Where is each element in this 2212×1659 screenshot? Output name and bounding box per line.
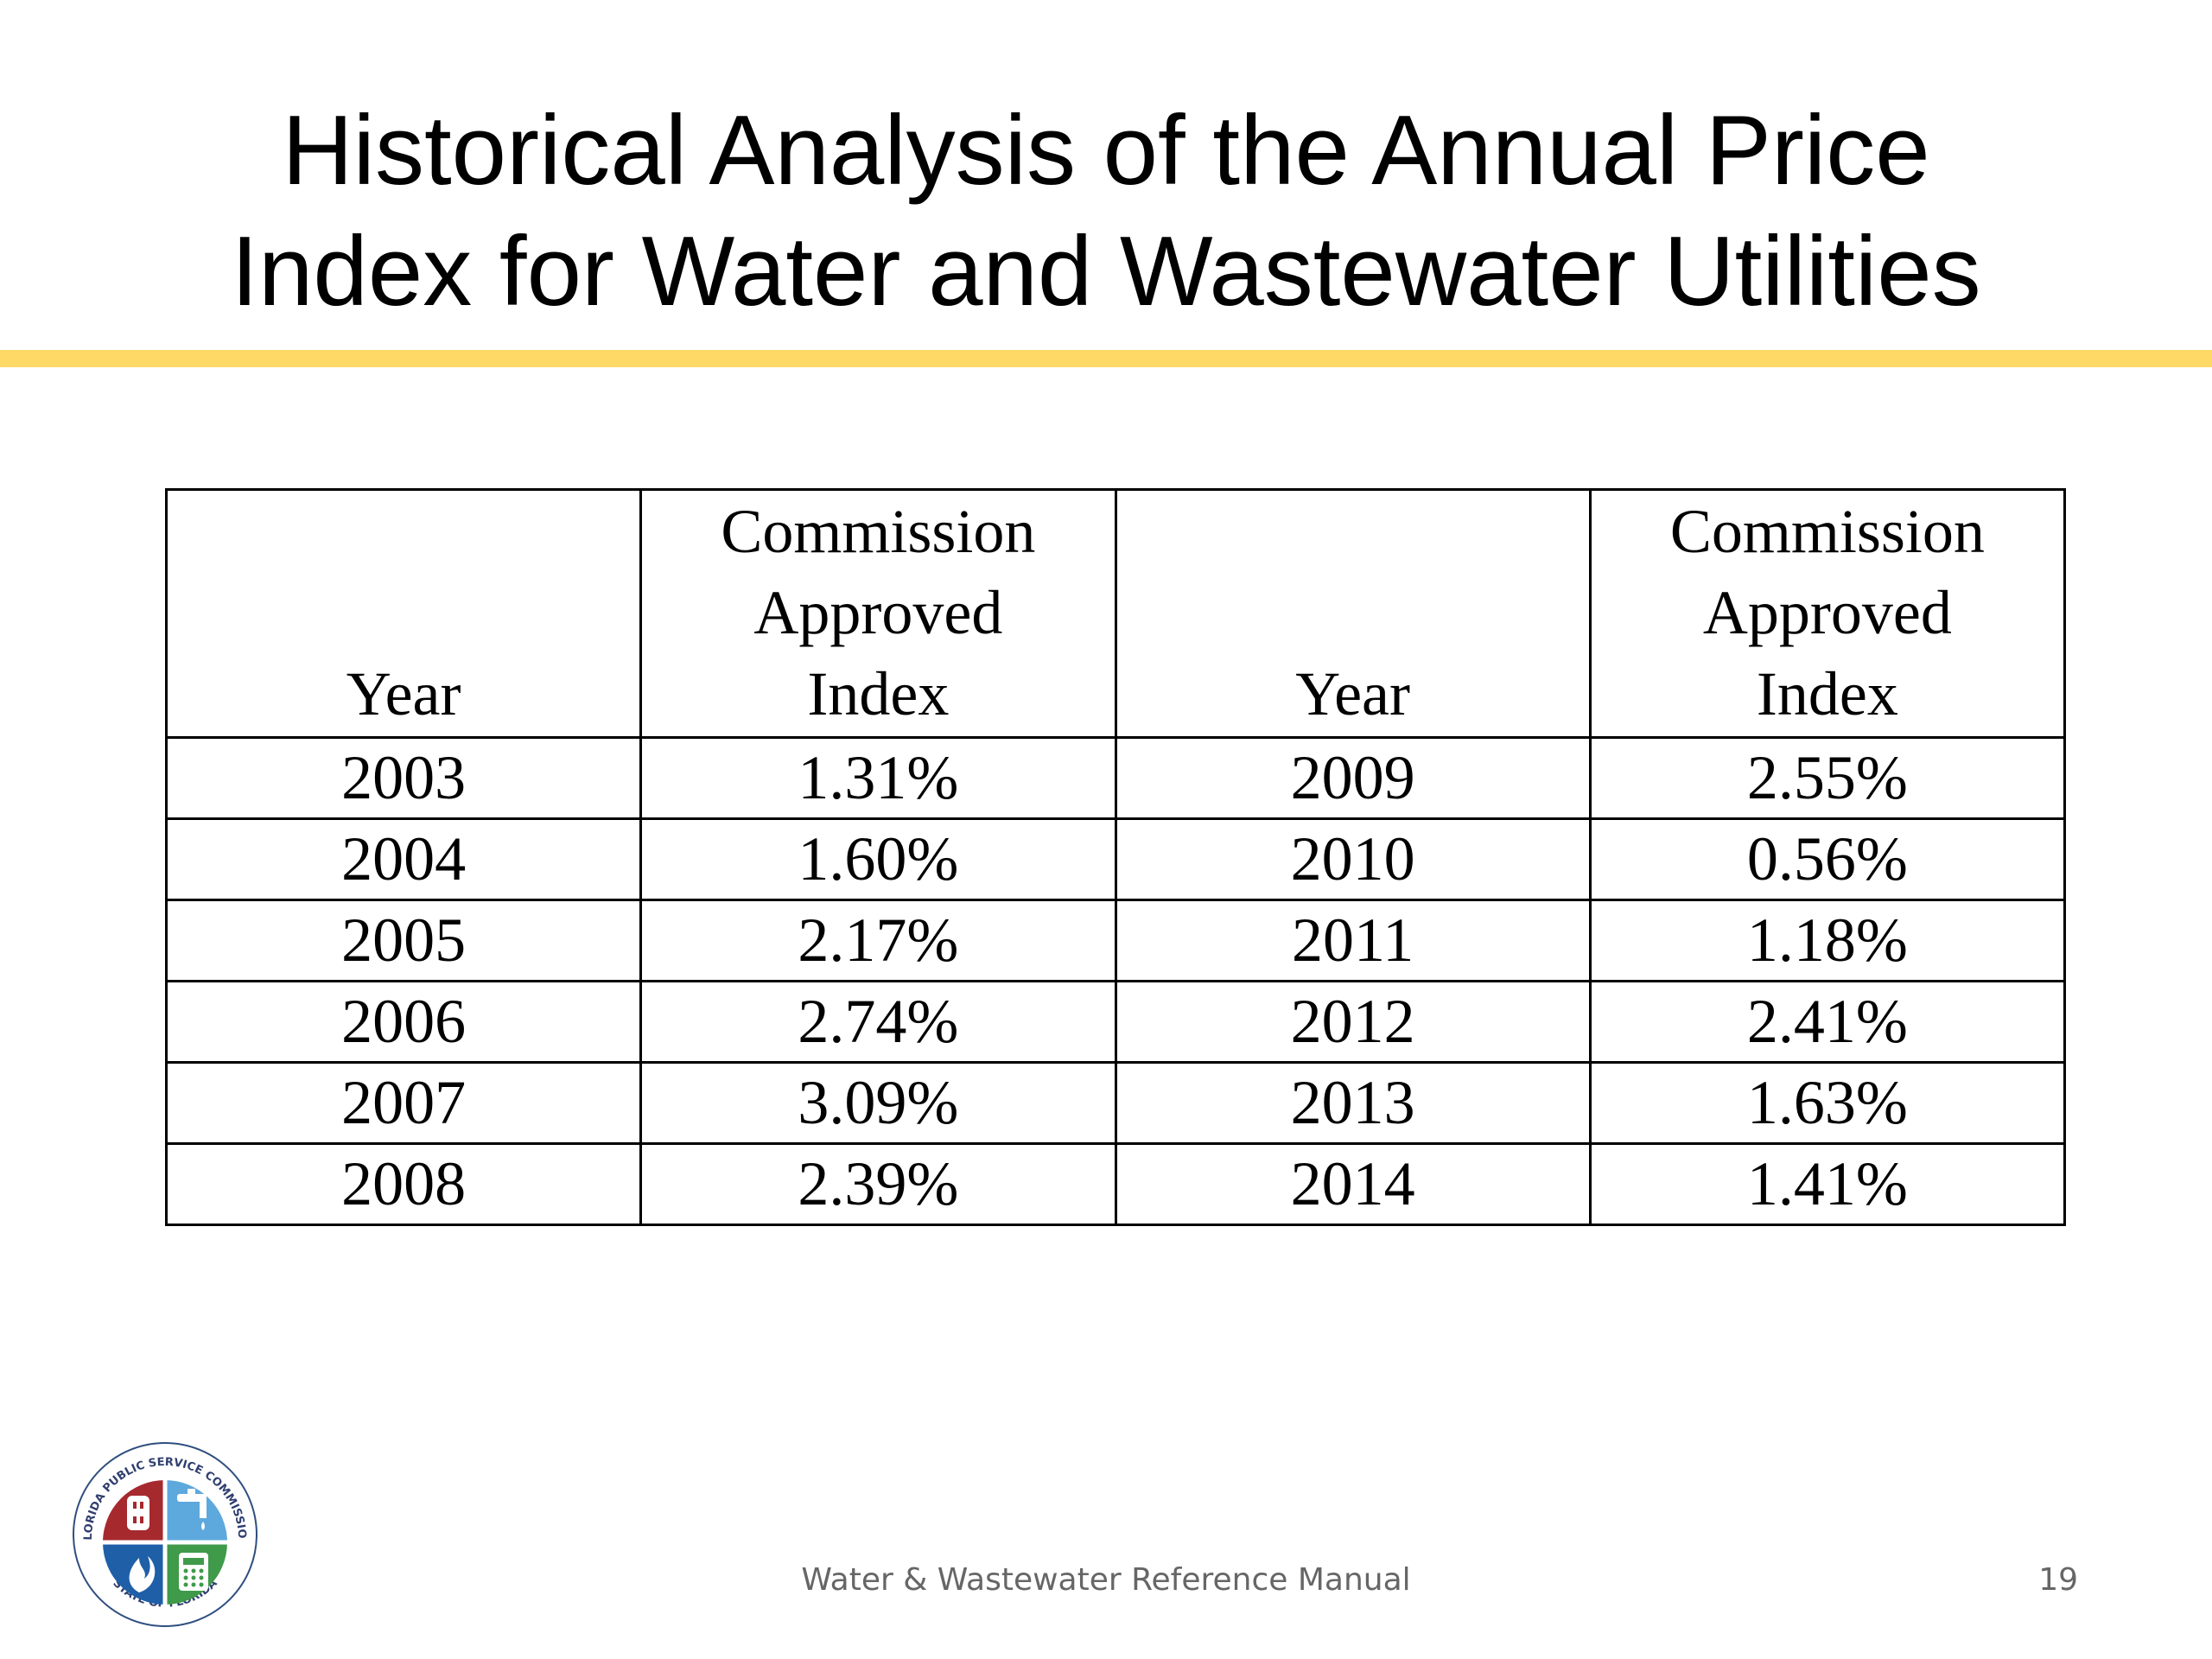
flame-icon <box>129 1556 156 1592</box>
header-label: Year <box>1295 659 1410 728</box>
faucet-icon <box>177 1489 207 1530</box>
slide-title-line-1: Historical Analysis of the Annual Price <box>282 96 1930 206</box>
header-label: Commission <box>1669 497 1985 566</box>
index-cell: 2.41% <box>1588 980 2067 1064</box>
year-cell: 2010 <box>1114 817 1592 901</box>
year-cell: 2011 <box>1114 899 1592 982</box>
footer-manual-title: Water & Wastewater Reference Manual <box>801 1562 1411 1598</box>
index-cell: 1.63% <box>1588 1061 2067 1145</box>
table-row: 2006 2.74% 2012 2.41% <box>164 980 2067 1064</box>
index-cell: 2.74% <box>639 980 1117 1064</box>
year-cell: 2004 <box>164 817 643 901</box>
index-cell: 0.56% <box>1588 817 2067 901</box>
year-cell: 2009 <box>1114 736 1592 820</box>
year-cell: 2006 <box>164 980 643 1064</box>
index-cell: 2.17% <box>639 899 1117 982</box>
index-cell: 3.09% <box>639 1061 1117 1145</box>
header-year-right: Year <box>1114 488 1592 739</box>
table-row: 2005 2.17% 2011 1.18% <box>164 899 2067 982</box>
index-cell: 1.18% <box>1588 899 2067 982</box>
title-accent-rule <box>0 350 2212 367</box>
table-row: 2008 2.39% 2014 1.41% <box>164 1142 2067 1226</box>
header-index-right: Commission Approved Index <box>1588 488 2067 739</box>
slide-title-line-2: Index for Water and Wastewater Utilities <box>231 217 1981 327</box>
year-cell: 2014 <box>1114 1142 1592 1226</box>
header-year-left: Year <box>164 488 643 739</box>
index-cell: 1.60% <box>639 817 1117 901</box>
table-row: 2007 3.09% 2013 1.63% <box>164 1061 2067 1145</box>
slide-title: Historical Analysis of the Annual Price … <box>0 91 2212 333</box>
table-row: 2004 1.60% 2010 0.56% <box>164 817 2067 901</box>
header-label: Year <box>346 659 461 728</box>
header-index-left: Commission Approved Index <box>639 488 1117 739</box>
year-cell: 2008 <box>164 1142 643 1226</box>
index-cell: 2.39% <box>639 1142 1117 1226</box>
index-cell: 1.41% <box>1588 1142 2067 1226</box>
header-label: Commission <box>721 497 1036 566</box>
header-label: Approved <box>1702 578 1952 647</box>
year-cell: 2003 <box>164 736 643 820</box>
price-index-table: Year Commission Approved Index Year Comm… <box>164 488 2067 1226</box>
table-header-row: Year Commission Approved Index Year Comm… <box>164 488 2067 739</box>
header-label: Index <box>807 659 950 728</box>
page-number: 19 <box>2038 1562 2078 1598</box>
index-cell: 2.55% <box>1588 736 2067 820</box>
header-label: Index <box>1756 659 1898 728</box>
header-label: Approved <box>753 578 1003 647</box>
outlet-icon <box>127 1496 149 1530</box>
year-cell: 2012 <box>1114 980 1592 1064</box>
phone-icon <box>179 1553 208 1591</box>
table-row: 2003 1.31% 2009 2.55% <box>164 736 2067 820</box>
year-cell: 2013 <box>1114 1061 1592 1145</box>
psc-seal-logo: FLORIDA PUBLIC SERVICE COMMISSION STATE … <box>69 1439 261 1630</box>
index-cell: 1.31% <box>639 736 1117 820</box>
year-cell: 2005 <box>164 899 643 982</box>
year-cell: 2007 <box>164 1061 643 1145</box>
